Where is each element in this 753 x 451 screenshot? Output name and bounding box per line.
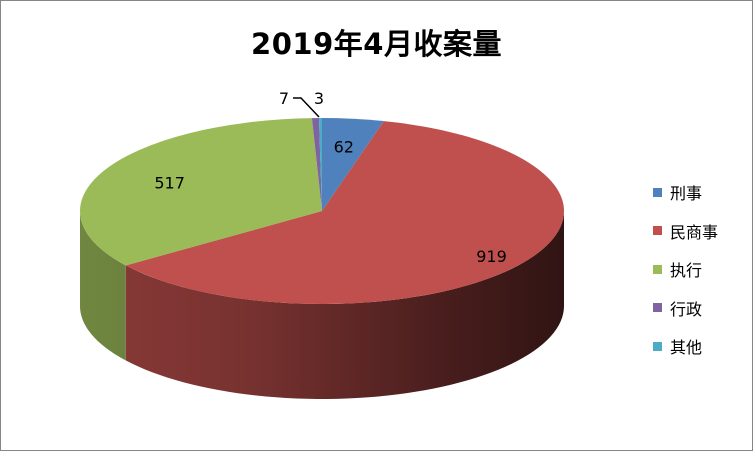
chart-title: 2019年4月收案量 xyxy=(251,27,502,61)
legend-label: 民商事 xyxy=(670,222,719,242)
data-label: 3 xyxy=(314,89,324,108)
legend-label: 刑事 xyxy=(670,184,703,204)
pie-slice-side xyxy=(80,211,126,361)
legend-swatch xyxy=(653,303,662,313)
data-label: 7 xyxy=(279,89,289,108)
legend-item: 执行 xyxy=(653,250,718,289)
legend-label: 执行 xyxy=(670,261,703,281)
legend-swatch xyxy=(653,264,662,274)
pie-slice xyxy=(125,121,564,304)
data-label: 517 xyxy=(154,174,185,193)
pie-slice xyxy=(311,118,322,211)
legend-item: 刑事 xyxy=(653,173,718,212)
pie-slice xyxy=(80,118,322,266)
data-label: 62 xyxy=(334,137,354,156)
pie-slice xyxy=(322,118,384,211)
legend-item: 民商事 xyxy=(653,212,718,251)
legend-item: 其他 xyxy=(653,327,718,366)
legend-label: 其他 xyxy=(670,338,703,358)
legend-label: 行政 xyxy=(670,299,703,319)
legend-swatch xyxy=(653,226,662,236)
legend-swatch xyxy=(653,341,662,351)
legend: 刑事 民商事 执行 行政 其他 xyxy=(653,173,718,366)
leader-line xyxy=(293,97,320,118)
pie-slice xyxy=(318,118,322,211)
legend-item: 行政 xyxy=(653,289,718,328)
data-label: 919 xyxy=(476,247,507,266)
pie-slice-side xyxy=(125,211,564,399)
legend-swatch xyxy=(653,187,662,197)
